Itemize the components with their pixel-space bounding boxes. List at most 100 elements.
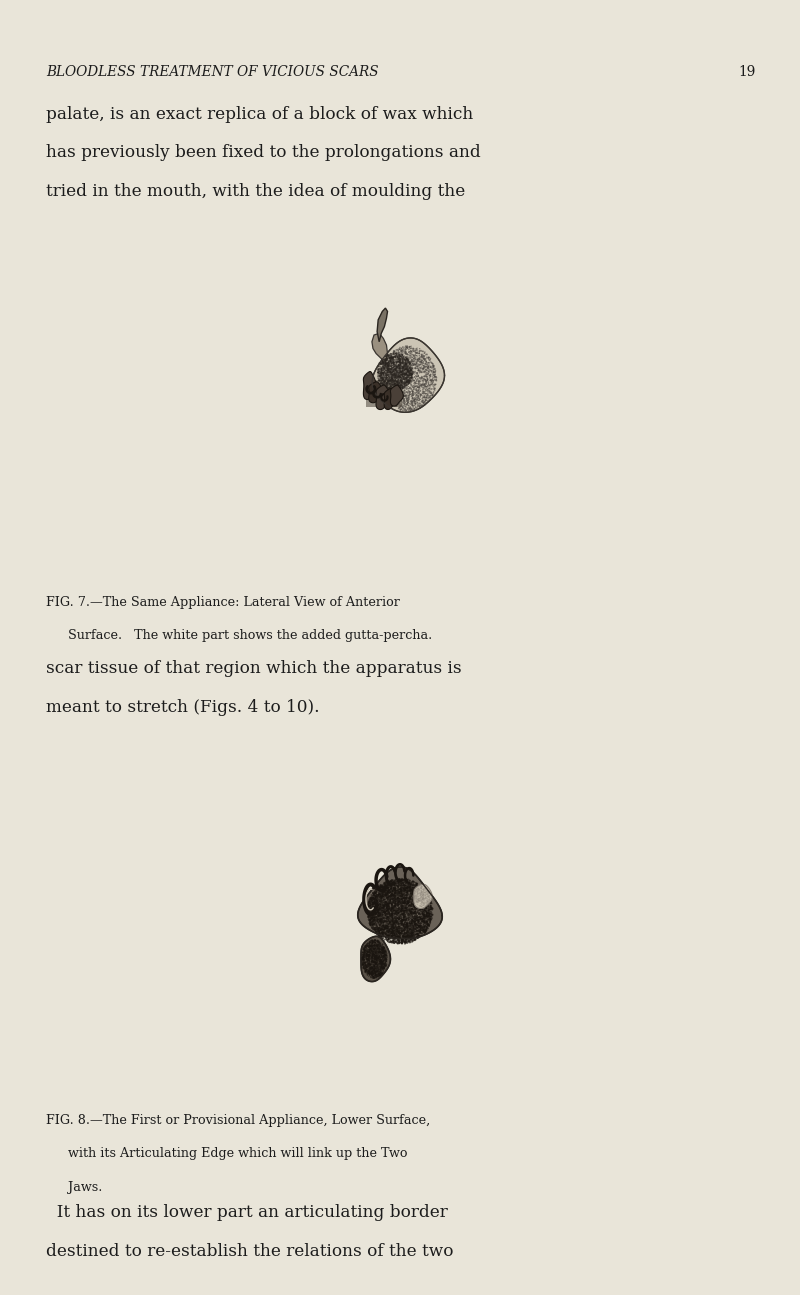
Point [426,354,439,374]
Point [392,872,405,892]
Point [368,934,381,954]
Point [380,887,393,908]
Point [392,909,405,930]
Point [379,376,392,396]
Point [371,897,384,918]
Point [410,886,422,906]
Point [380,877,393,897]
Point [413,877,426,897]
Point [404,921,417,941]
Point [386,364,398,385]
Point [374,941,387,962]
Point [378,958,390,979]
Point [390,879,403,900]
Point [364,914,377,935]
Point [398,357,410,378]
Point [404,877,417,897]
Point [394,351,406,372]
Point [414,899,427,919]
Point [419,379,432,400]
Point [392,921,405,941]
Point [391,381,404,401]
Point [387,886,400,906]
Point [402,383,414,404]
Point [385,872,398,892]
Point [396,910,409,931]
Point [363,952,376,973]
Point [421,890,434,910]
Point [428,366,441,387]
Point [406,878,419,899]
Point [414,900,426,921]
Point [403,892,416,913]
Point [373,900,386,921]
Point [420,892,433,913]
Point [397,883,410,904]
Point [391,339,404,360]
Point [422,916,434,936]
Point [400,379,413,400]
Point [407,872,420,892]
Point [415,875,428,896]
Point [373,936,386,957]
Point [383,913,396,934]
Point [372,921,385,941]
Point [392,374,405,395]
Point [417,361,430,382]
Point [406,355,419,376]
Point [382,914,394,935]
Point [381,346,394,366]
Point [386,910,398,931]
Point [404,908,417,929]
Point [367,888,380,909]
Point [390,874,402,895]
Point [399,347,412,368]
Point [376,952,389,973]
Point [418,376,431,396]
Point [411,356,424,377]
Point [364,887,377,908]
Point [402,368,415,388]
Point [386,909,398,930]
Point [406,890,419,910]
Point [385,891,398,912]
Point [374,912,387,932]
Point [413,396,426,417]
Point [373,370,386,391]
Point [399,887,412,908]
Point [376,877,389,897]
Point [365,957,378,978]
Point [410,344,422,365]
Point [428,361,441,382]
Polygon shape [372,338,445,412]
Point [366,910,379,931]
Point [409,894,422,914]
Point [394,354,406,374]
Point [396,875,409,896]
Point [362,954,375,975]
Point [395,374,408,395]
Point [425,897,438,918]
Point [397,366,410,387]
Point [380,878,393,899]
Point [420,912,433,932]
Point [376,908,389,929]
Point [423,887,436,908]
Point [416,351,429,372]
Point [401,369,414,390]
Point [358,951,371,971]
Point [380,929,393,949]
Point [426,378,438,399]
Point [367,895,380,916]
Point [366,917,378,938]
Point [408,912,421,932]
Point [419,878,432,899]
Point [387,372,400,392]
Point [402,890,415,910]
Point [381,360,394,381]
Text: BLOODLESS TREATMENT OF VICIOUS SCARS: BLOODLESS TREATMENT OF VICIOUS SCARS [46,65,379,79]
Point [408,913,421,934]
Point [385,878,398,899]
Point [395,901,408,922]
Point [400,903,413,923]
